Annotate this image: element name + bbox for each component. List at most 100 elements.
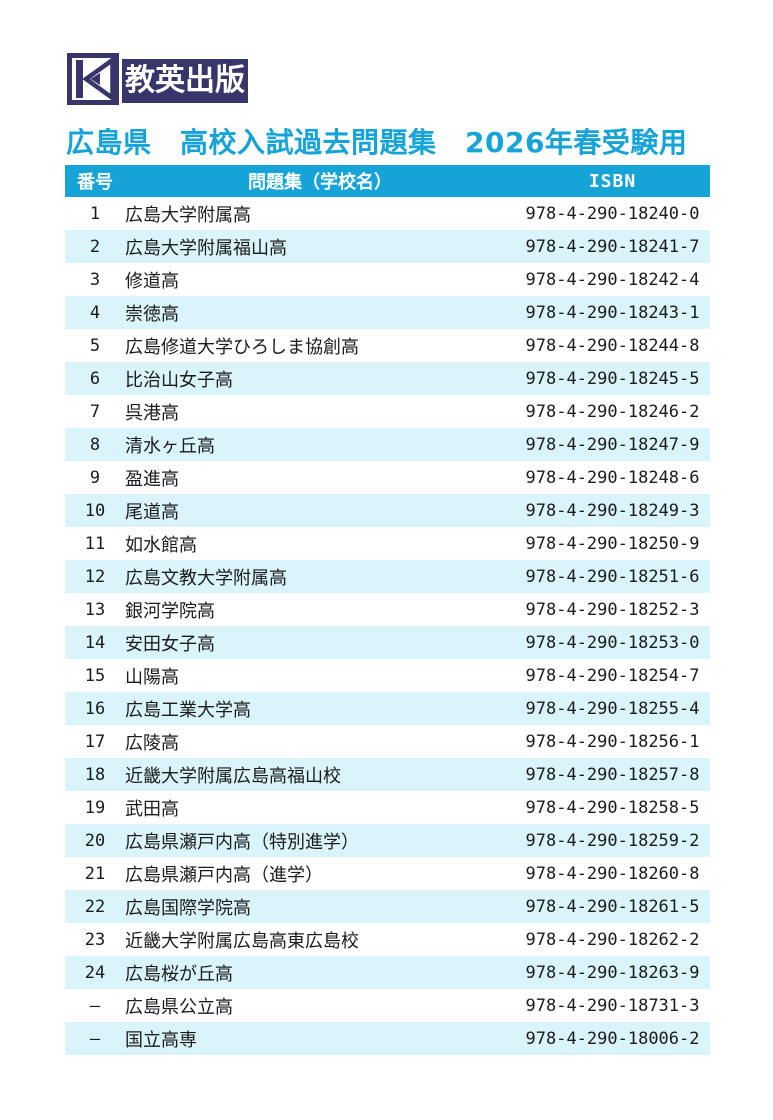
row-number: 18	[84, 764, 106, 785]
school-name: 武田高	[125, 798, 179, 820]
row-number: 15	[84, 665, 106, 686]
row-number: 11	[84, 533, 106, 554]
school-name: 広島文教大学附属高	[125, 567, 287, 589]
table-row: 23 近畿大学附属広島高東広島校 978-4-290-18262-2	[65, 923, 710, 956]
row-number: 13	[84, 599, 106, 620]
row-number: —	[89, 1028, 101, 1049]
isbn-value: 978-4-290-18262-2	[525, 929, 700, 950]
isbn-value: 978-4-290-18258-5	[525, 797, 700, 818]
isbn-value: 978-4-290-18249-3	[525, 500, 700, 521]
school-name: 呉港高	[125, 402, 179, 424]
row-number: 24	[84, 962, 106, 983]
school-name: 清水ヶ丘高	[125, 435, 215, 457]
isbn-value: 978-4-290-18244-8	[525, 335, 700, 356]
k-mark-icon	[67, 53, 119, 105]
row-number: 4	[89, 302, 101, 323]
row-number: 3	[89, 269, 101, 290]
row-number: 23	[84, 929, 106, 950]
isbn-value: 978-4-290-18246-2	[525, 401, 700, 422]
table-row: — 広島県公立高 978-4-290-18731-3	[65, 989, 710, 1022]
school-name: 広島桜が丘高	[125, 963, 233, 985]
school-name: 尾道高	[125, 501, 179, 523]
isbn-value: 978-4-290-18731-3	[525, 995, 700, 1016]
isbn-value: 978-4-290-18254-7	[525, 665, 700, 686]
table-row: 15 山陽高 978-4-290-18254-7	[65, 659, 710, 692]
school-name: 広島県瀬戸内高（進学）	[125, 864, 323, 886]
isbn-value: 978-4-290-18263-9	[525, 962, 700, 983]
isbn-value: 978-4-290-18248-6	[525, 467, 700, 488]
isbn-value: 978-4-290-18243-1	[525, 302, 700, 323]
row-number: 9	[89, 467, 101, 488]
isbn-value: 978-4-290-18259-2	[525, 830, 700, 851]
row-number: 7	[89, 401, 101, 422]
school-name: 山陽高	[125, 666, 179, 688]
table-row: 9 盈進高 978-4-290-18248-6	[65, 461, 710, 494]
isbn-value: 978-4-290-18260-8	[525, 863, 700, 884]
table-row: 1 広島大学附属高 978-4-290-18240-0	[65, 197, 710, 230]
row-number: 21	[84, 863, 106, 884]
school-name: 広島県瀬戸内高（特別進学）	[125, 831, 359, 853]
school-name: 近畿大学附属広島高東広島校	[125, 930, 359, 952]
school-name: 広島大学附属高	[125, 204, 251, 226]
school-name: 修道高	[125, 270, 179, 292]
table-row: 12 広島文教大学附属高 978-4-290-18251-6	[65, 560, 710, 593]
school-name: 如水館高	[125, 534, 197, 556]
isbn-value: 978-4-290-18255-4	[525, 698, 700, 719]
row-number: 22	[84, 896, 106, 917]
row-number: 2	[89, 236, 101, 257]
isbn-value: 978-4-290-18253-0	[525, 632, 700, 653]
school-name: 広島大学附属福山高	[125, 237, 287, 259]
school-name: 広島国際学院高	[125, 897, 251, 919]
row-number: 6	[89, 368, 101, 389]
table-row: 5 広島修道大学ひろしま協創高 978-4-290-18244-8	[65, 329, 710, 362]
table-row: 21 広島県瀬戸内高（進学） 978-4-290-18260-8	[65, 857, 710, 890]
school-name: 広島工業大学高	[125, 699, 251, 721]
school-name: 銀河学院高	[125, 600, 215, 622]
school-name: 広島県公立高	[125, 996, 233, 1018]
table-row: 8 清水ヶ丘高 978-4-290-18247-9	[65, 428, 710, 461]
isbn-value: 978-4-290-18245-5	[525, 368, 700, 389]
table-row: 4 崇徳高 978-4-290-18243-1	[65, 296, 710, 329]
table-row: 11 如水館高 978-4-290-18250-9	[65, 527, 710, 560]
publisher-name: 教英出版	[122, 59, 248, 103]
table-row: 18 近畿大学附属広島高福山校 978-4-290-18257-8	[65, 758, 710, 791]
isbn-value: 978-4-290-18241-7	[525, 236, 700, 257]
table-body: 1 広島大学附属高 978-4-290-18240-0 2 広島大学附属福山高 978-4…	[65, 197, 710, 1055]
school-name: 国立高専	[125, 1029, 197, 1051]
isbn-value: 978-4-290-18006-2	[525, 1028, 700, 1049]
column-header-number: 番号	[77, 172, 113, 193]
row-number: 10	[84, 500, 106, 521]
row-number: 1	[89, 203, 101, 224]
row-number: 20	[84, 830, 106, 851]
isbn-value: 978-4-290-18251-6	[525, 566, 700, 587]
school-name: 崇徳高	[125, 303, 179, 325]
table-row: 17 広陵高 978-4-290-18256-1	[65, 725, 710, 758]
table-row: 6 比治山女子高 978-4-290-18245-5	[65, 362, 710, 395]
table-header-row: 番号 問題集（学校名） ISBN	[65, 165, 710, 197]
column-header-isbn: ISBN	[588, 170, 637, 192]
isbn-value: 978-4-290-18252-3	[525, 599, 700, 620]
isbn-value: 978-4-290-18240-0	[525, 203, 700, 224]
table-row: 22 広島国際学院高 978-4-290-18261-5	[65, 890, 710, 923]
publisher-logo: 教英出版	[67, 53, 248, 105]
row-number: —	[89, 995, 101, 1016]
table-row: 19 武田高 978-4-290-18258-5	[65, 791, 710, 824]
isbn-value: 978-4-290-18256-1	[525, 731, 700, 752]
school-name: 広陵高	[125, 732, 179, 754]
table-row: 16 広島工業大学高 978-4-290-18255-4	[65, 692, 710, 725]
table-row: 7 呉港高 978-4-290-18246-2	[65, 395, 710, 428]
column-header-name: 問題集（学校名）	[248, 172, 392, 193]
school-name: 比治山女子高	[125, 369, 233, 391]
isbn-value: 978-4-290-18247-9	[525, 434, 700, 455]
page-title: 広島県 高校入試過去問題集 2026年春受験用	[66, 126, 688, 159]
table-row: 13 銀河学院高 978-4-290-18252-3	[65, 593, 710, 626]
school-name: 安田女子高	[125, 633, 215, 655]
school-name: 広島修道大学ひろしま協創高	[125, 336, 359, 358]
isbn-value: 978-4-290-18257-8	[525, 764, 700, 785]
school-name: 盈進高	[125, 468, 179, 490]
row-number: 16	[84, 698, 106, 719]
row-number: 5	[89, 335, 101, 356]
booklist-table: 番号 問題集（学校名） ISBN 1 広島大学附属高 978-4-290-18240…	[65, 165, 710, 1055]
row-number: 8	[89, 434, 101, 455]
